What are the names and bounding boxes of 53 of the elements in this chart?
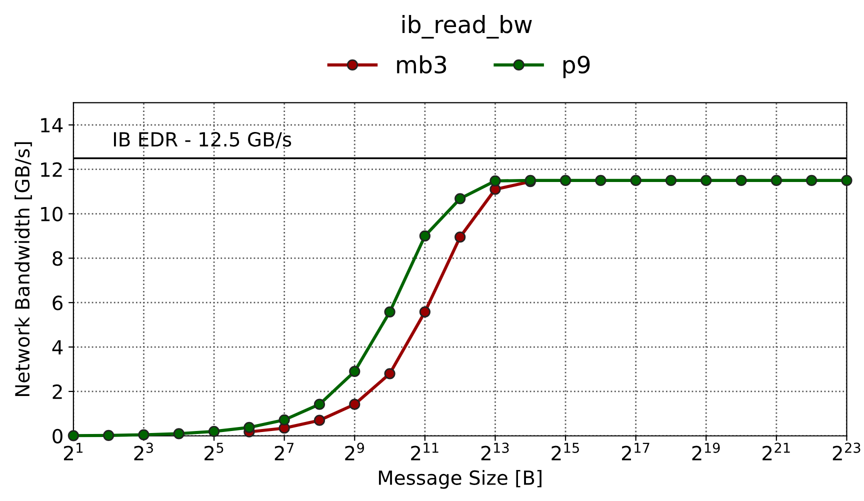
y-tick-label: 14	[41, 118, 63, 132]
point	[384, 306, 396, 318]
point	[841, 174, 852, 186]
point	[736, 174, 747, 186]
ref-line-label: IB EDR - 12.5 GB/s	[114, 132, 292, 148]
point	[138, 429, 150, 440]
legend-label: mb3	[397, 55, 446, 74]
point	[665, 174, 677, 186]
chart-title: ib_read_bw	[402, 15, 532, 39]
x-tick-label: 2$^{23}$	[832, 442, 860, 460]
y-tick-label: 10	[41, 206, 62, 222]
point	[314, 398, 326, 410]
y-tick-label: 4	[52, 340, 63, 354]
point	[68, 430, 79, 442]
y-tick-label: 12	[41, 162, 62, 177]
legend-label: p9	[563, 56, 590, 78]
x-tick-label: 2$^{3}$	[134, 442, 153, 460]
x-tick-label: 2$^{19}$	[692, 442, 720, 460]
point	[560, 174, 572, 186]
point	[384, 368, 396, 380]
point	[454, 193, 466, 204]
point	[595, 174, 606, 186]
point	[806, 174, 818, 186]
x-tick-label: 2$^{17}$	[622, 442, 650, 460]
point	[419, 230, 430, 242]
point	[630, 174, 642, 186]
y-tick-label: 8	[52, 251, 62, 266]
x-tick-label: 2$^{9}$	[345, 442, 364, 460]
point	[349, 398, 360, 410]
x-axis-title: Message Size [B]	[378, 470, 542, 489]
point	[244, 422, 255, 433]
point	[490, 175, 501, 186]
point	[419, 306, 430, 318]
x-tick-label: 2$^{15}$	[552, 442, 579, 460]
y-tick-label: 2	[52, 384, 62, 399]
x-tick-label: 2$^{1}$	[64, 442, 83, 460]
y-axis-title: Network Bandwidth [GB/s]	[14, 142, 32, 396]
point	[278, 414, 290, 426]
x-tick-label: 2$^{21}$	[762, 442, 790, 460]
x-tick-label: 2$^{5}$	[204, 442, 224, 460]
x-tick-label: 2$^{11}$	[411, 442, 438, 460]
y-tick-label: 0	[52, 428, 62, 444]
point	[454, 232, 466, 243]
x-tick-label: 2$^{7}$	[274, 442, 294, 460]
x-tick-label: 2$^{13}$	[481, 442, 509, 460]
point	[314, 414, 326, 426]
point	[208, 426, 220, 437]
y-tick-label: 6	[52, 296, 62, 310]
point	[700, 174, 712, 186]
point	[103, 430, 114, 441]
point	[770, 174, 782, 186]
point	[349, 366, 360, 378]
point	[173, 428, 184, 440]
